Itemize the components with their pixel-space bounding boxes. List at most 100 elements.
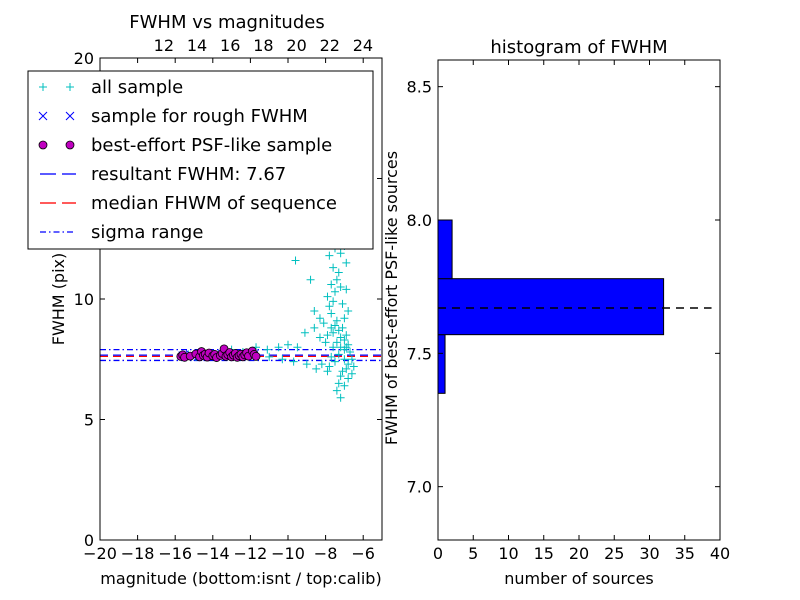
histogram-x-tick-label: 0 — [433, 544, 443, 563]
scatter-y-tick-label: 0 — [84, 531, 94, 550]
all-sample-point — [274, 343, 283, 352]
all-sample-point — [327, 352, 336, 361]
all-sample-point — [302, 360, 311, 369]
all-sample-point — [319, 319, 328, 328]
scatter-y-label: FWHM (pix) — [49, 253, 68, 346]
histogram-bar — [437, 219, 453, 280]
histogram-x-tick-label: 30 — [639, 544, 659, 563]
all-sample-point — [265, 352, 274, 361]
all-sample-point — [338, 367, 347, 376]
all-sample-point — [332, 316, 341, 325]
all-sample-point — [323, 367, 332, 376]
legend-label: all sample — [91, 77, 183, 98]
all-sample-point — [329, 328, 338, 337]
all-sample-point — [317, 360, 326, 369]
legend-label: sample for rough FWHM — [91, 106, 308, 127]
scatter-points — [176, 80, 358, 402]
all-sample-point — [329, 263, 338, 272]
all-sample-point — [315, 333, 324, 342]
legend-entry: resultant FWHM: 7.67 — [40, 164, 286, 185]
legend-entry: best-effort PSF-like sample — [38, 135, 332, 156]
all-sample-point — [334, 268, 343, 277]
histogram-x-axis: 0 5 10 15 20 25 30 35 40 — [433, 60, 730, 563]
all-sample-point — [315, 314, 324, 323]
all-sample-point — [300, 328, 309, 337]
legend-marker-swatch — [65, 111, 75, 121]
scatter-title: FWHM vs magnitudes — [129, 12, 324, 33]
scatter-top-tick-label: 18 — [253, 36, 273, 55]
all-sample-point — [332, 338, 341, 347]
all-sample-point — [338, 323, 347, 332]
all-sample-point — [336, 282, 345, 291]
all-sample-point — [344, 374, 353, 383]
all-sample-point — [347, 369, 356, 378]
scatter-x-tick-label: −12 — [234, 544, 268, 563]
histogram-bar — [437, 278, 665, 336]
all-sample-point — [331, 357, 339, 366]
all-sample-point — [323, 331, 332, 340]
all-sample-point — [331, 287, 339, 296]
scatter-y-tick-label: 5 — [84, 411, 94, 430]
scatter-x-label: magnitude (bottom:isnt / top:calib) — [100, 569, 381, 588]
legend-entry: sample for rough FWHM — [38, 106, 308, 127]
all-sample-point — [306, 275, 315, 284]
all-sample-point — [336, 393, 345, 402]
all-sample-point — [289, 357, 298, 366]
scatter-y-tick-label: 20 — [74, 49, 94, 68]
all-sample-point — [342, 258, 351, 267]
all-sample-point — [332, 275, 341, 284]
scatter-x-tick-label: −8 — [314, 544, 338, 563]
scatter-x-tick-label: −18 — [121, 544, 155, 563]
histogram-y-axis: 7.0 7.5 8.0 8.5 — [407, 78, 720, 497]
all-sample-point — [329, 297, 338, 306]
legend-marker-swatch — [39, 83, 47, 91]
histogram-bars — [437, 219, 665, 394]
all-sample-point — [332, 386, 341, 395]
legend-label: median FHWM of sequence — [91, 193, 337, 214]
all-sample-point — [344, 360, 353, 369]
histogram-panel: histogram of FWHM 0 5 10 15 20 25 30 35 40 7.07.… — [382, 37, 730, 588]
all-sample-point — [278, 355, 287, 364]
all-sample-point — [284, 340, 292, 349]
all-sample-point — [347, 355, 356, 364]
all-sample-point — [340, 355, 349, 364]
all-sample-point — [310, 323, 319, 332]
all-sample-point — [293, 343, 302, 352]
legend-label: resultant FWHM: 7.67 — [91, 164, 286, 185]
scatter-top-tick-label: 22 — [320, 36, 340, 55]
legend-entry: all sample — [39, 77, 183, 98]
all-sample-point — [331, 321, 339, 330]
scatter-x-tick-label: −14 — [196, 544, 230, 563]
legend-marker-swatch — [65, 140, 75, 150]
histogram-x-tick-label: 10 — [498, 544, 518, 563]
histogram-x-tick-label: 20 — [569, 544, 589, 563]
legend-entry: median FHWM of sequence — [40, 193, 337, 214]
all-sample-point — [323, 292, 332, 301]
scatter-x-tick-label: −10 — [271, 544, 305, 563]
scatter-y-tick-label: 10 — [74, 290, 94, 309]
legend-entry: sigma range — [40, 222, 203, 243]
all-sample-point — [346, 348, 355, 357]
legend: all sample sample for rough FWHM best-effo… — [27, 70, 374, 250]
all-sample-point — [327, 280, 336, 289]
histogram-y-tick-label: 7.0 — [407, 478, 432, 497]
all-sample-point — [349, 362, 358, 371]
histogram-x-label: number of sources — [504, 569, 654, 588]
all-sample-point — [342, 331, 351, 340]
all-sample-point — [325, 251, 334, 260]
histogram-x-tick-label: 35 — [675, 544, 695, 563]
legend-marker-swatch — [38, 111, 48, 121]
scatter-top-tick-label: 20 — [286, 36, 306, 55]
scatter-panel: FWHM vs magnitudes 12 14 16 18 20 22 24 −20 −18… — [27, 12, 383, 588]
all-sample-point — [342, 343, 351, 352]
histogram-y-label: FWHM of best-effort PSF-like sources — [382, 151, 401, 445]
all-sample-point — [263, 345, 272, 354]
all-sample-point — [340, 314, 349, 323]
all-sample-point — [334, 350, 343, 359]
histogram-y-tick-label: 8.5 — [407, 78, 432, 97]
all-sample-point — [338, 299, 347, 308]
scatter-top-axis: 12 14 16 18 20 22 24 — [154, 36, 373, 55]
all-sample-point — [291, 256, 300, 265]
histogram-x-tick-label: 40 — [710, 544, 730, 563]
